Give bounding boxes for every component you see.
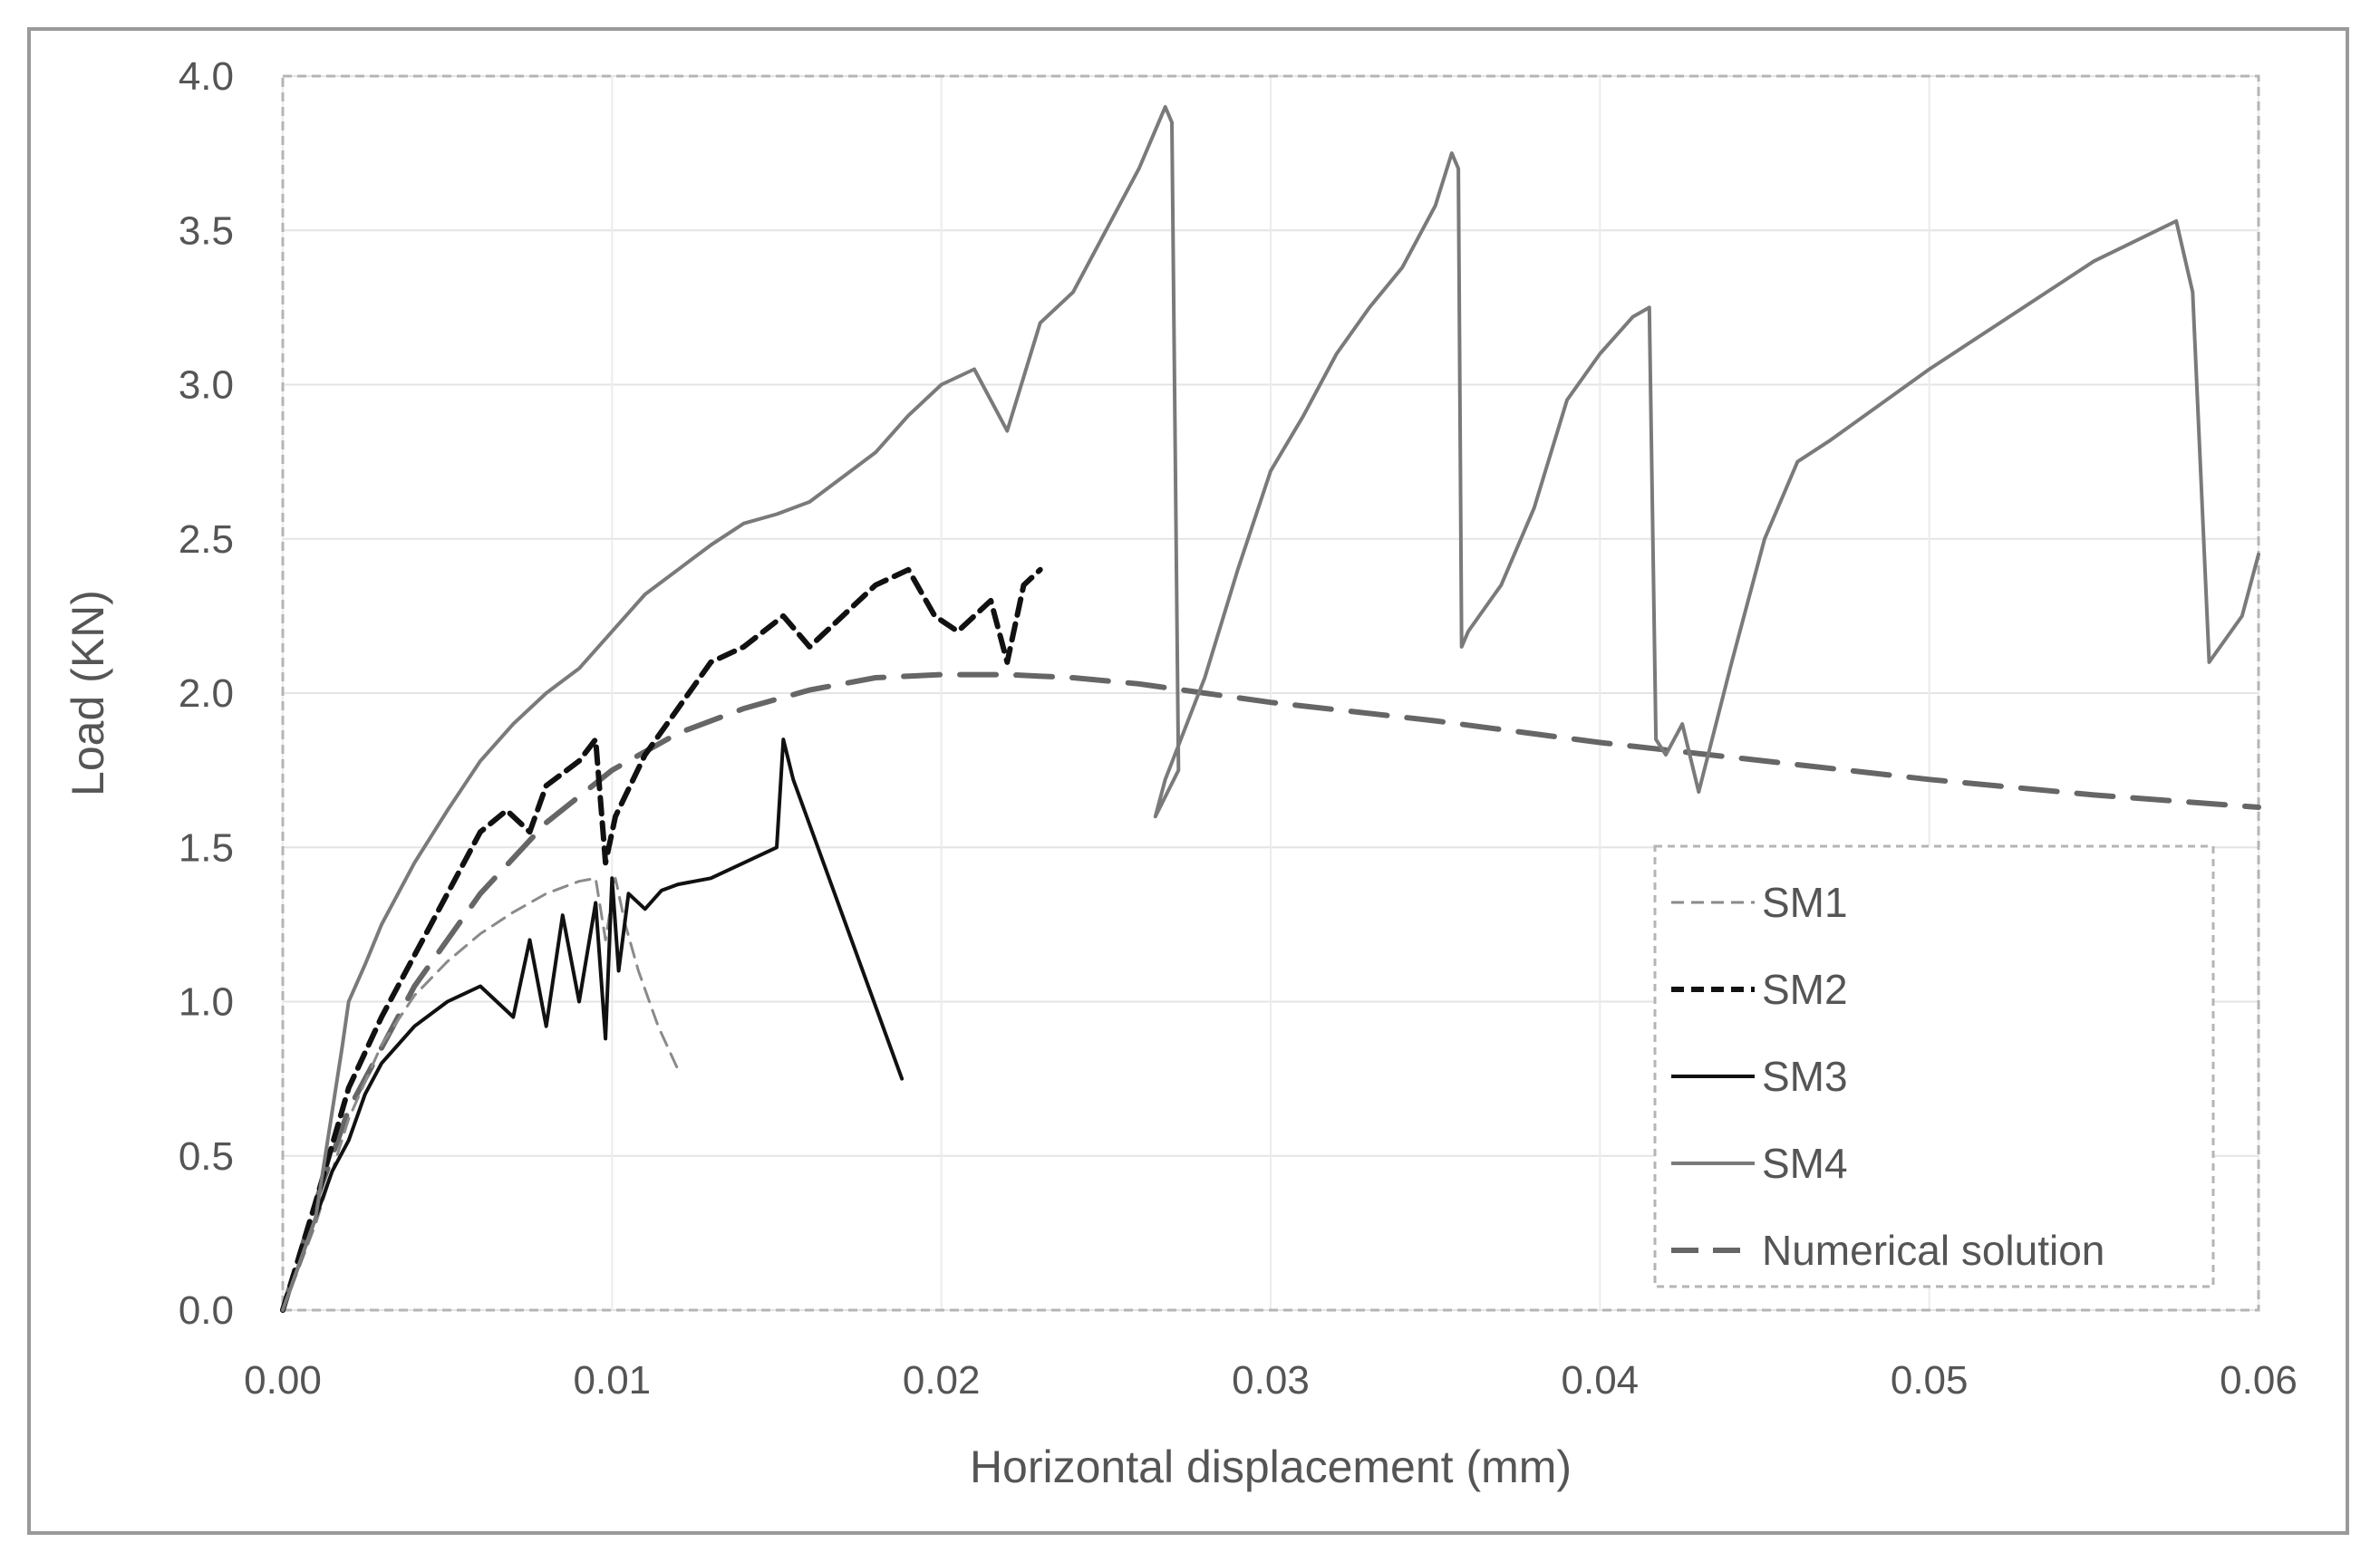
legend-box <box>1653 844 2215 1288</box>
series-line-sm2 <box>280 566 1043 1313</box>
y-axis-title: Load (KN) <box>63 590 113 796</box>
series-layer <box>280 105 2261 1313</box>
x-tick-label: 0.04 <box>1562 1358 1640 1403</box>
y-tick-label: 4.0 <box>179 54 234 99</box>
chart-svg: 0.0 0.5 1.0 1.5 2.0 2.5 3.0 3.5 4.0 0.00 0.01 0.02 0… <box>63 54 2298 1492</box>
legend-label-sm2: SM2 <box>1762 966 1848 1013</box>
x-tick-label: 0.00 <box>244 1358 322 1403</box>
x-tick-label: 0.06 <box>2220 1358 2298 1403</box>
series-line-sm4 <box>281 105 2260 1312</box>
series-line-numerical-solution <box>280 671 2261 1313</box>
legend: SM1 SM2 SM3 SM4 Numerical solution <box>1653 844 2215 1288</box>
legend-label-sm1: SM1 <box>1762 879 1848 926</box>
y-tick-label: 1.0 <box>179 980 234 1025</box>
y-tick-label: 1.5 <box>179 825 234 870</box>
tick-labels: 0.0 0.5 1.0 1.5 2.0 2.5 3.0 3.5 4.0 0.00 0.01 0.02 0… <box>179 54 2298 1403</box>
y-tick-label: 2.5 <box>179 517 234 562</box>
y-tick-label: 0.0 <box>179 1288 234 1333</box>
plot-area-border <box>281 74 2260 1312</box>
x-tick-label: 0.01 <box>574 1358 652 1403</box>
x-axis-title: Horizontal displacement (mm) <box>970 1441 1572 1492</box>
chart-frame: 0.0 0.5 1.0 1.5 2.0 2.5 3.0 3.5 4.0 0.00 0.01 0.02 0… <box>27 27 2349 1535</box>
legend-label-sm4: SM4 <box>1762 1140 1848 1187</box>
gridlines <box>282 75 2259 1311</box>
y-tick-label: 2.0 <box>179 671 234 716</box>
y-tick-label: 3.5 <box>179 208 234 253</box>
series-line-sm3 <box>281 738 905 1312</box>
x-tick-label: 0.02 <box>903 1358 981 1403</box>
legend-label-sm3: SM3 <box>1762 1053 1848 1100</box>
x-tick-label: 0.03 <box>1232 1358 1310 1403</box>
y-tick-label: 0.5 <box>179 1134 234 1179</box>
series-line-sm1 <box>281 876 680 1312</box>
y-tick-label: 3.0 <box>179 363 234 408</box>
x-tick-label: 0.05 <box>1891 1358 1969 1403</box>
legend-label-numerical-solution: Numerical solution <box>1762 1227 2104 1274</box>
